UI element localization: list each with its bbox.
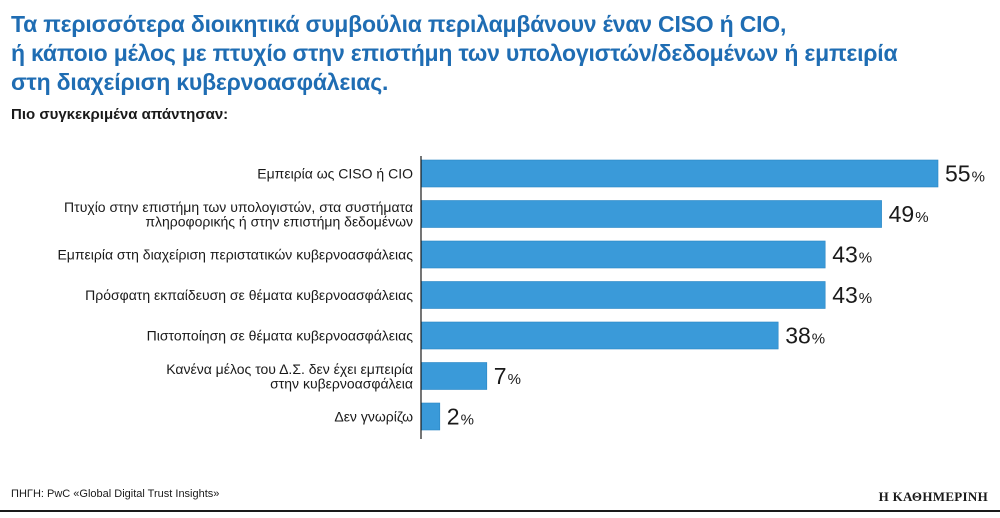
chart-subtitle: Πιο συγκεκριμένα απάντησαν: xyxy=(11,106,229,123)
source-note: ΠΗΓΗ: PwC «Global Digital Trust Insights… xyxy=(11,488,220,500)
bar xyxy=(420,240,826,269)
category-label: Εμπειρία ως CISO ή CIO xyxy=(257,166,413,182)
bar xyxy=(420,281,826,309)
category-label: Πιστοποίηση σε θέματα κυβερνοασφάλειας xyxy=(147,328,414,344)
category-label: Εμπειρία στη διαχείριση περιστατικών κυβ… xyxy=(57,247,413,263)
value-label: 38% xyxy=(785,323,825,349)
category-label: Κανένα μέλος του Δ.Σ. δεν έχει εμπειρία σ… xyxy=(166,361,413,392)
chart-title: Τα περισσότερα διοικητικά συμβούλια περι… xyxy=(11,10,971,97)
bar xyxy=(420,362,488,390)
value-label: 43% xyxy=(832,282,872,308)
footer-divider xyxy=(0,510,1000,512)
category-label: Δεν γνωρίζω xyxy=(334,409,413,425)
value-label: 43% xyxy=(832,242,872,268)
publisher-logo: Η ΚΑΘΗΜΕΡΙΝΗ xyxy=(878,489,988,504)
title-line-1: Τα περισσότερα διοικητικά συμβούλια περι… xyxy=(11,11,787,37)
value-label: 2% xyxy=(447,404,474,430)
title-line-3: στη διαχείριση κυβερνοασφάλειας. xyxy=(11,69,389,95)
category-label: Πρόσφατη εκπαίδευση σε θέματα κυβερνοασφ… xyxy=(85,287,413,303)
value-label: 55% xyxy=(945,161,985,187)
category-label: Πτυχίο στην επιστήμη των υπολογιστών, στ… xyxy=(64,199,413,230)
bar xyxy=(420,402,441,431)
bar xyxy=(420,321,779,350)
value-label: 7% xyxy=(494,363,521,389)
bar xyxy=(420,159,939,188)
bar xyxy=(420,200,882,228)
title-line-2: ή κάποιο μέλος με πτυχίο στην επιστήμη τ… xyxy=(11,40,898,66)
value-label: 49% xyxy=(889,201,929,227)
